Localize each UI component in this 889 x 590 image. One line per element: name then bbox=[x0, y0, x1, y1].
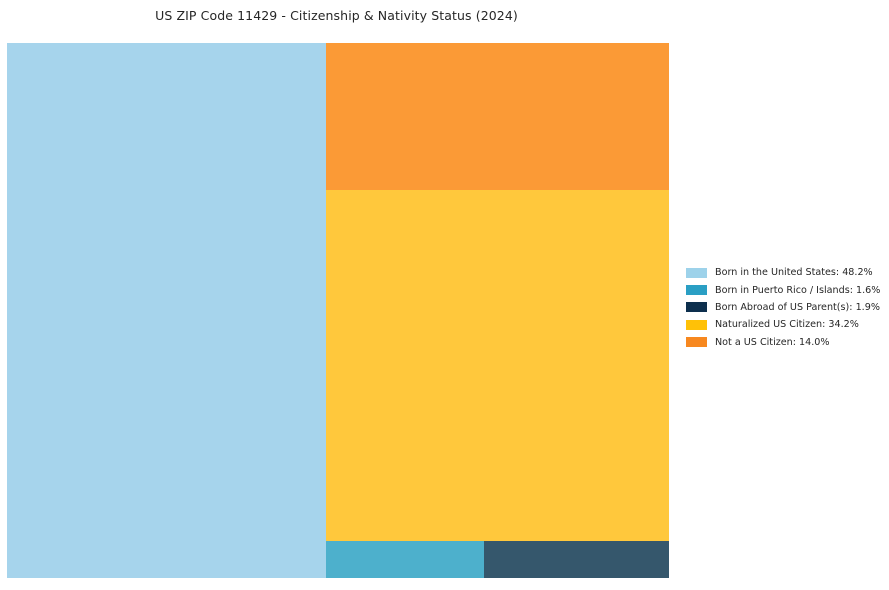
treemap-tile[interactable]: Born in the United States: 48.2% bbox=[7, 43, 327, 578]
legend-item-label: Born in Puerto Rico / Islands: 1.6% bbox=[715, 284, 881, 296]
legend-item-label: Not a US Citizen: 14.0% bbox=[715, 336, 830, 348]
legend-item[interactable]: Born in Puerto Rico / Islands: 1.6% bbox=[686, 281, 882, 298]
legend-swatch-icon bbox=[686, 337, 707, 348]
legend-item[interactable]: Born Abroad of US Parent(s): 1.9% bbox=[686, 299, 882, 316]
chart-title: US ZIP Code 11429 - Citizenship & Nativi… bbox=[155, 8, 518, 23]
treemap-plot-area: Born in the United States: 48.2%Not a US… bbox=[7, 43, 669, 578]
legend-swatch-icon bbox=[686, 285, 707, 296]
legend-swatch-icon bbox=[686, 302, 707, 313]
treemap-tile[interactable]: Not a US Citizen: 14.0% bbox=[326, 43, 669, 191]
legend-item[interactable]: Naturalized US Citizen: 34.2% bbox=[686, 316, 882, 333]
chart-legend: Born in the United States: 48.2% Born in … bbox=[686, 264, 882, 351]
treemap-tile[interactable]: Born in Puerto Rico / Islands: 1.6% bbox=[326, 541, 485, 578]
legend-item-label: Born Abroad of US Parent(s): 1.9% bbox=[715, 301, 880, 313]
legend-swatch-icon bbox=[686, 319, 707, 330]
legend-item[interactable]: Not a US Citizen: 14.0% bbox=[686, 334, 882, 351]
legend-item[interactable]: Born in the United States: 48.2% bbox=[686, 264, 882, 281]
legend-swatch-icon bbox=[686, 267, 707, 278]
legend-item-label: Born in the United States: 48.2% bbox=[715, 267, 873, 279]
legend-item-label: Naturalized US Citizen: 34.2% bbox=[715, 319, 859, 331]
treemap-tile[interactable]: Naturalized US Citizen: 34.2% bbox=[326, 190, 669, 542]
treemap-tile[interactable]: Born Abroad of US Parent(s): 1.9% bbox=[484, 541, 669, 578]
